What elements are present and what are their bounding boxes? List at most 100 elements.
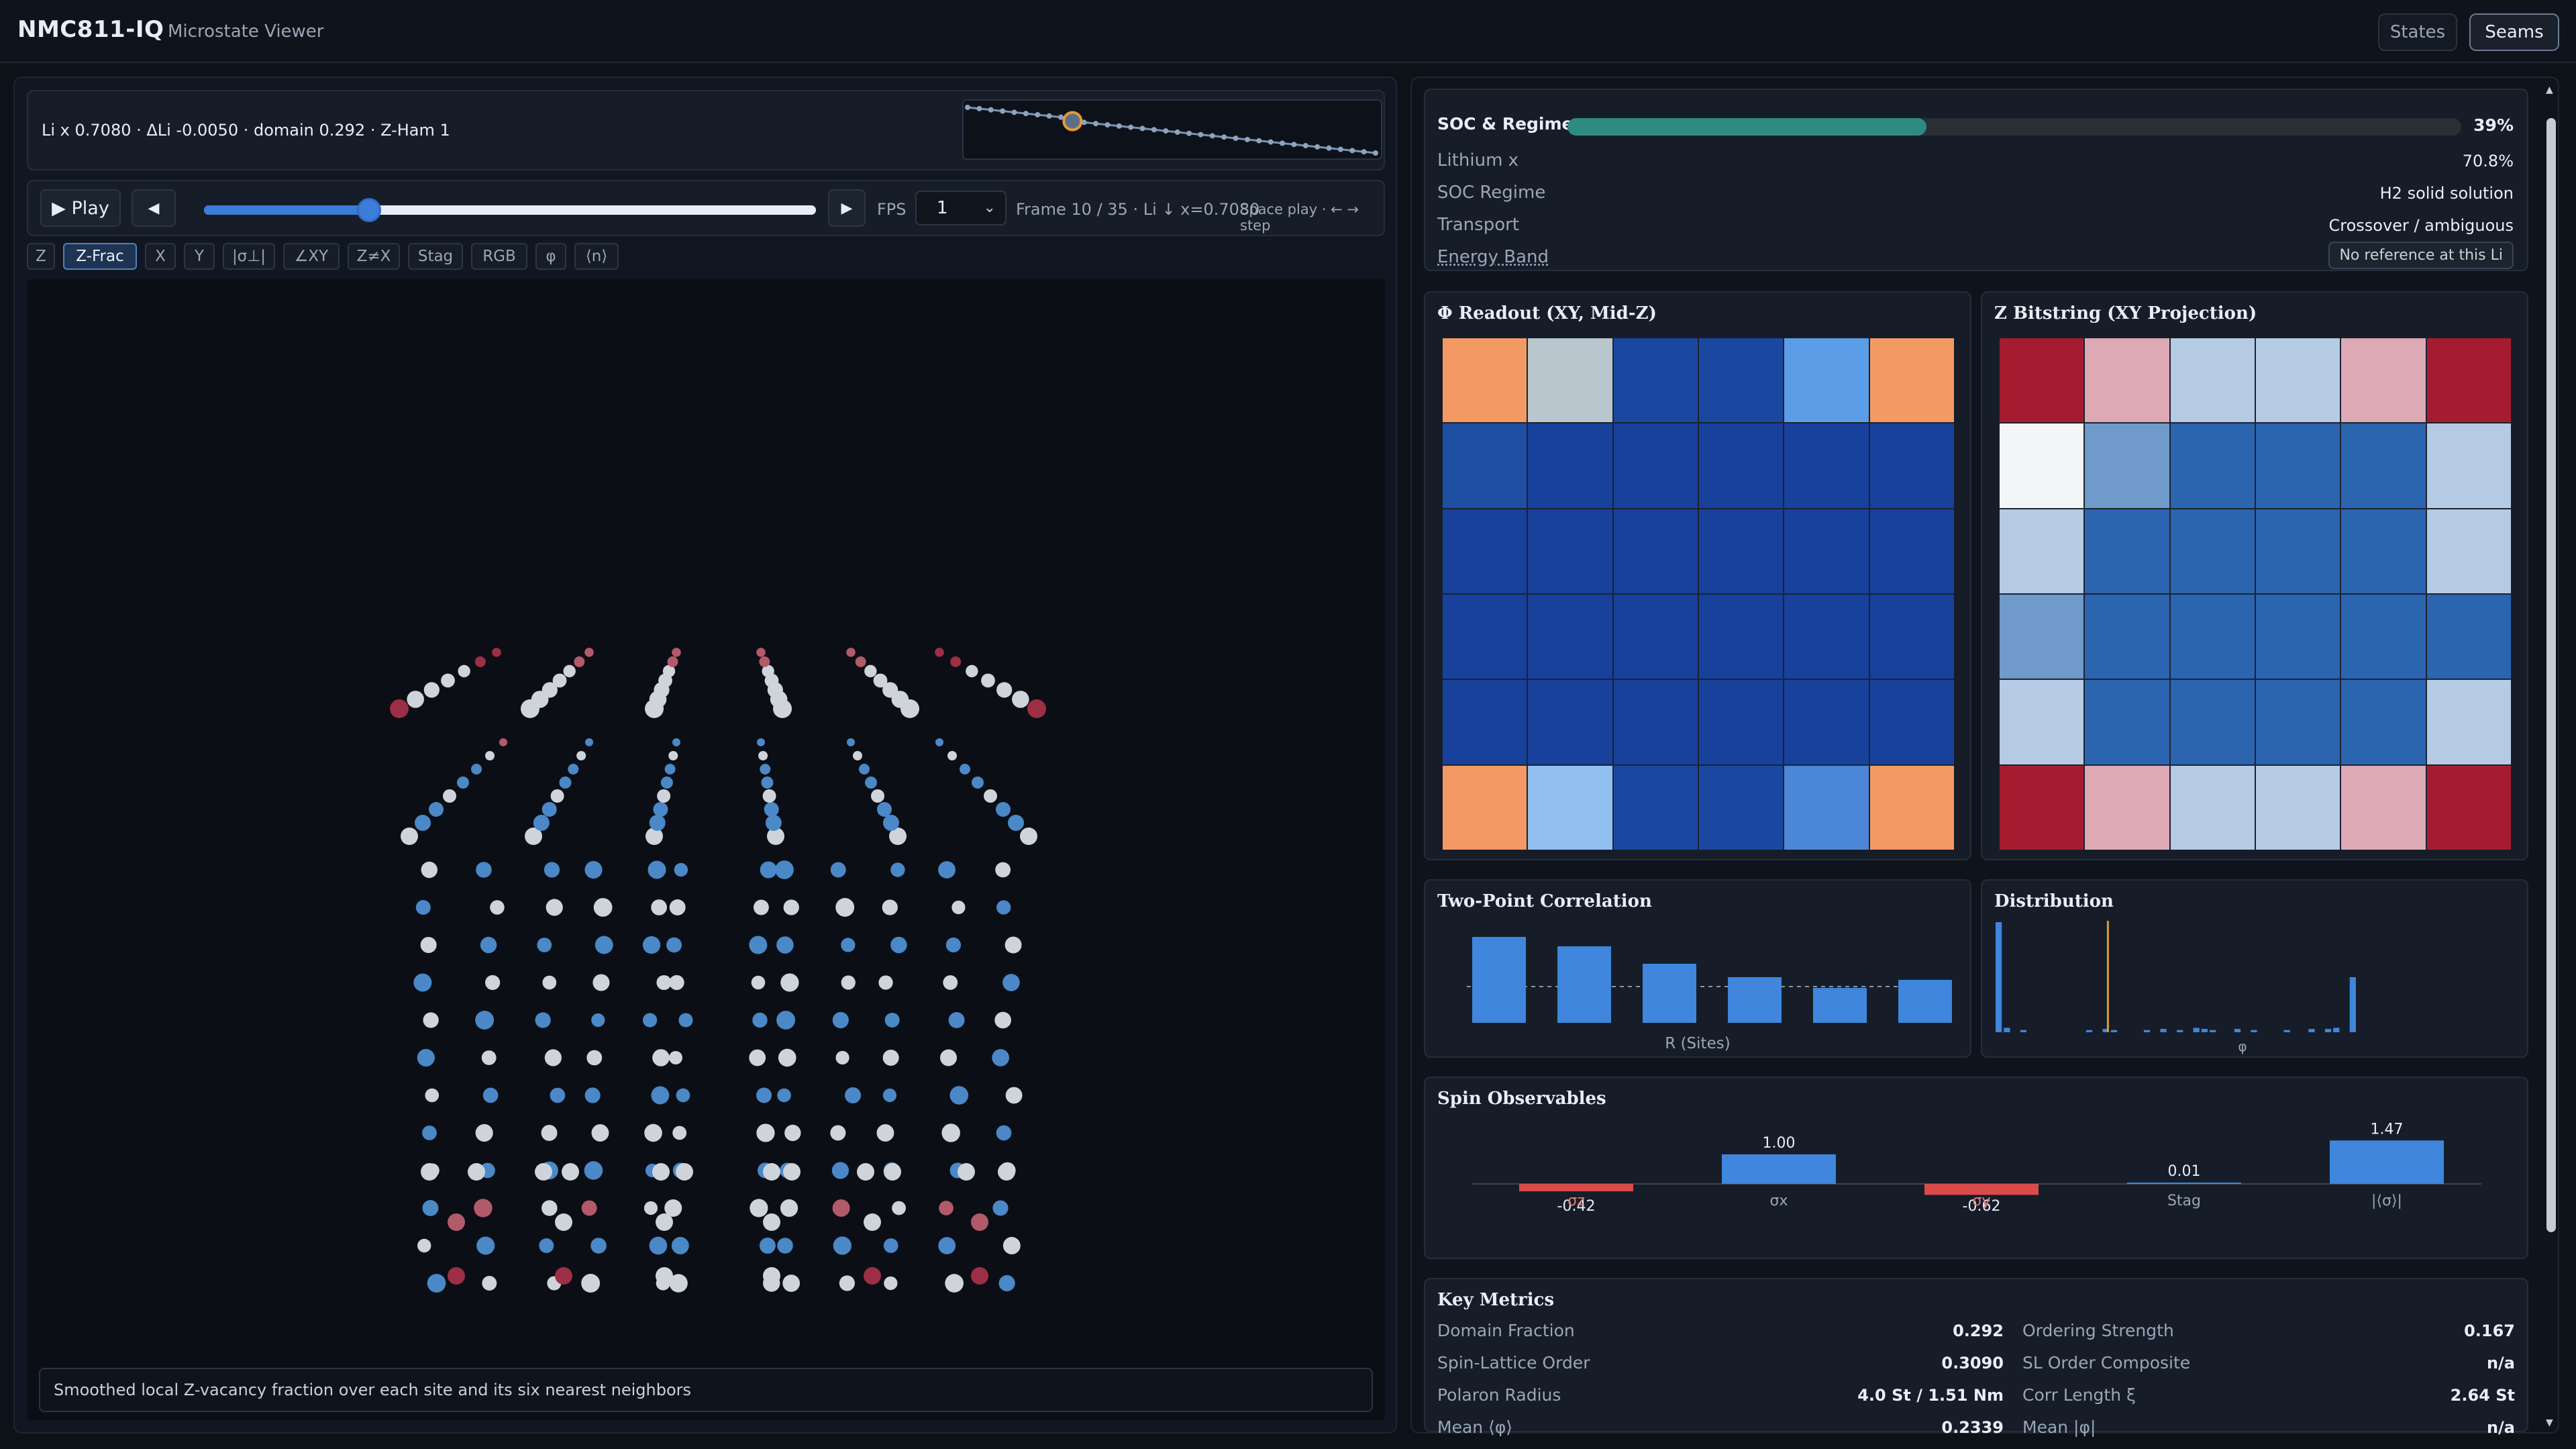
lattice-site — [960, 764, 970, 775]
panel-scrollbar[interactable]: ▲ ▼ — [2544, 85, 2558, 1430]
sparkline-point — [1221, 134, 1227, 140]
sparkline-svg[interactable] — [964, 101, 1381, 158]
correlation-bar — [1728, 977, 1782, 1023]
frame-slider[interactable] — [204, 198, 816, 222]
lattice-3d-render[interactable] — [27, 279, 1385, 1420]
z-bitstring-cell — [2341, 765, 2426, 850]
metric-label: Corr Length ξ — [2022, 1385, 2136, 1405]
lattice-site — [751, 975, 766, 990]
sparkline-point — [1151, 127, 1157, 133]
lattice-site — [835, 898, 855, 917]
lattice-site — [644, 1123, 662, 1142]
phi-readout-cell — [1613, 765, 1698, 850]
fps-select[interactable]: 1 ⌄ — [915, 191, 1007, 226]
lattice-site — [427, 1274, 446, 1293]
mode-n-button[interactable]: ⟨n⟩ — [574, 243, 619, 270]
sparkline-point — [1361, 149, 1367, 155]
scrollbar-thumb[interactable] — [2546, 118, 2556, 1232]
mode-stag-button[interactable]: Stag — [408, 243, 463, 270]
lattice-site — [857, 1163, 874, 1181]
correlation-bar — [1472, 937, 1526, 1023]
transport-value: Crossover / ambiguous — [2328, 216, 2514, 235]
phi-readout-cell — [1869, 509, 1954, 593]
lattice-site — [468, 1163, 485, 1181]
scroll-down-icon[interactable]: ▼ — [2546, 1417, 2553, 1428]
spin-category-label: |⟨σ⟩| — [2371, 1193, 2402, 1209]
lattice-site — [417, 1048, 435, 1067]
mode-phi-button[interactable]: φ — [535, 243, 566, 270]
phi-readout-cell — [1699, 509, 1784, 593]
mode-sigma-perp-button[interactable]: |σ⊥| — [223, 243, 275, 270]
mode-zfrac-button[interactable]: Z-Frac — [63, 243, 137, 270]
lattice-site — [883, 1238, 898, 1253]
lattice-site — [765, 815, 782, 831]
lattice-site — [947, 751, 957, 760]
lattice-site — [1005, 1087, 1023, 1104]
z-bitstring-cell — [2170, 338, 2255, 423]
phi-readout-cell — [1784, 765, 1869, 850]
seams-button[interactable]: Seams — [2469, 13, 2559, 51]
z-bitstring-cell — [2256, 595, 2340, 679]
lattice-site — [966, 664, 978, 678]
sparkline-point — [1116, 123, 1122, 129]
z-bitstring-cell — [2341, 509, 2426, 593]
states-button[interactable]: States — [2378, 13, 2457, 51]
mode-z-ne-x-button[interactable]: Z≠X — [348, 243, 400, 270]
lattice-site — [652, 1163, 670, 1181]
phi-readout-cell — [1784, 423, 1869, 508]
phi-readout-cell — [1528, 509, 1612, 593]
lattice-site — [859, 764, 870, 775]
lattice-site — [764, 802, 779, 817]
lattice-site — [475, 1123, 493, 1142]
z-bitstring-cell — [2000, 765, 2084, 850]
lattice-site — [542, 802, 557, 817]
spin-title: Spin Observables — [1437, 1089, 1606, 1109]
lattice-site — [756, 1087, 772, 1103]
prev-frame-button[interactable]: ◀ — [132, 189, 176, 227]
mode-y-button[interactable]: Y — [184, 243, 215, 270]
lattice-site — [992, 1049, 1010, 1066]
lattice-site — [642, 1013, 658, 1028]
phi-readout-cell — [1443, 680, 1527, 764]
lattice-site — [585, 738, 593, 746]
soc-regime-value: H2 solid solution — [2379, 184, 2514, 203]
spin-bar — [1722, 1154, 1836, 1184]
lattice-viewport[interactable] — [27, 279, 1385, 1420]
distribution-xlabel: φ — [2238, 1038, 2247, 1054]
z-bitstring-cell — [2170, 765, 2255, 850]
distribution-bar — [2193, 1028, 2200, 1032]
energy-band-label[interactable]: Energy Band — [1437, 247, 1549, 267]
play-button[interactable]: ▶ Play — [40, 189, 121, 227]
lattice-site — [938, 1237, 956, 1254]
lattice-site — [552, 673, 567, 688]
mode-z-button[interactable]: Z — [27, 243, 55, 270]
mode-angle-xy-button[interactable]: ∠XY — [283, 243, 340, 270]
frame-sparkline[interactable] — [962, 99, 1382, 160]
lattice-site — [390, 699, 409, 718]
lattice-site — [546, 899, 563, 916]
next-frame-button[interactable]: ▶ — [828, 189, 866, 227]
lattice-site — [844, 1087, 862, 1104]
lattice-site — [938, 861, 956, 879]
lattice-site — [401, 828, 418, 845]
mode-rgb-button[interactable]: RGB — [471, 243, 527, 270]
two-point-xlabel: R (Sites) — [1665, 1035, 1730, 1052]
phi-readout-cell — [1699, 595, 1784, 679]
metric-value: n/a — [2486, 1418, 2515, 1437]
phi-readout-cell — [1443, 338, 1527, 423]
lattice-site — [480, 936, 497, 954]
z-bitstring-cell — [2085, 595, 2169, 679]
spin-bar — [1924, 1184, 2039, 1195]
mode-x-button[interactable]: X — [145, 243, 176, 270]
slider-thumb[interactable] — [357, 198, 382, 222]
metric-value: 0.167 — [2464, 1321, 2515, 1340]
spin-category-label: σx — [1770, 1193, 1788, 1209]
sparkline-point — [1280, 140, 1286, 146]
scroll-up-icon[interactable]: ▲ — [2546, 85, 2553, 95]
lattice-site — [935, 648, 944, 657]
sparkline-point — [1315, 144, 1321, 150]
lattice-site — [656, 975, 672, 991]
spin-bar — [1519, 1184, 1633, 1192]
phi-readout-cell — [1784, 509, 1869, 593]
app-title: NMC811-IQ — [17, 16, 164, 43]
